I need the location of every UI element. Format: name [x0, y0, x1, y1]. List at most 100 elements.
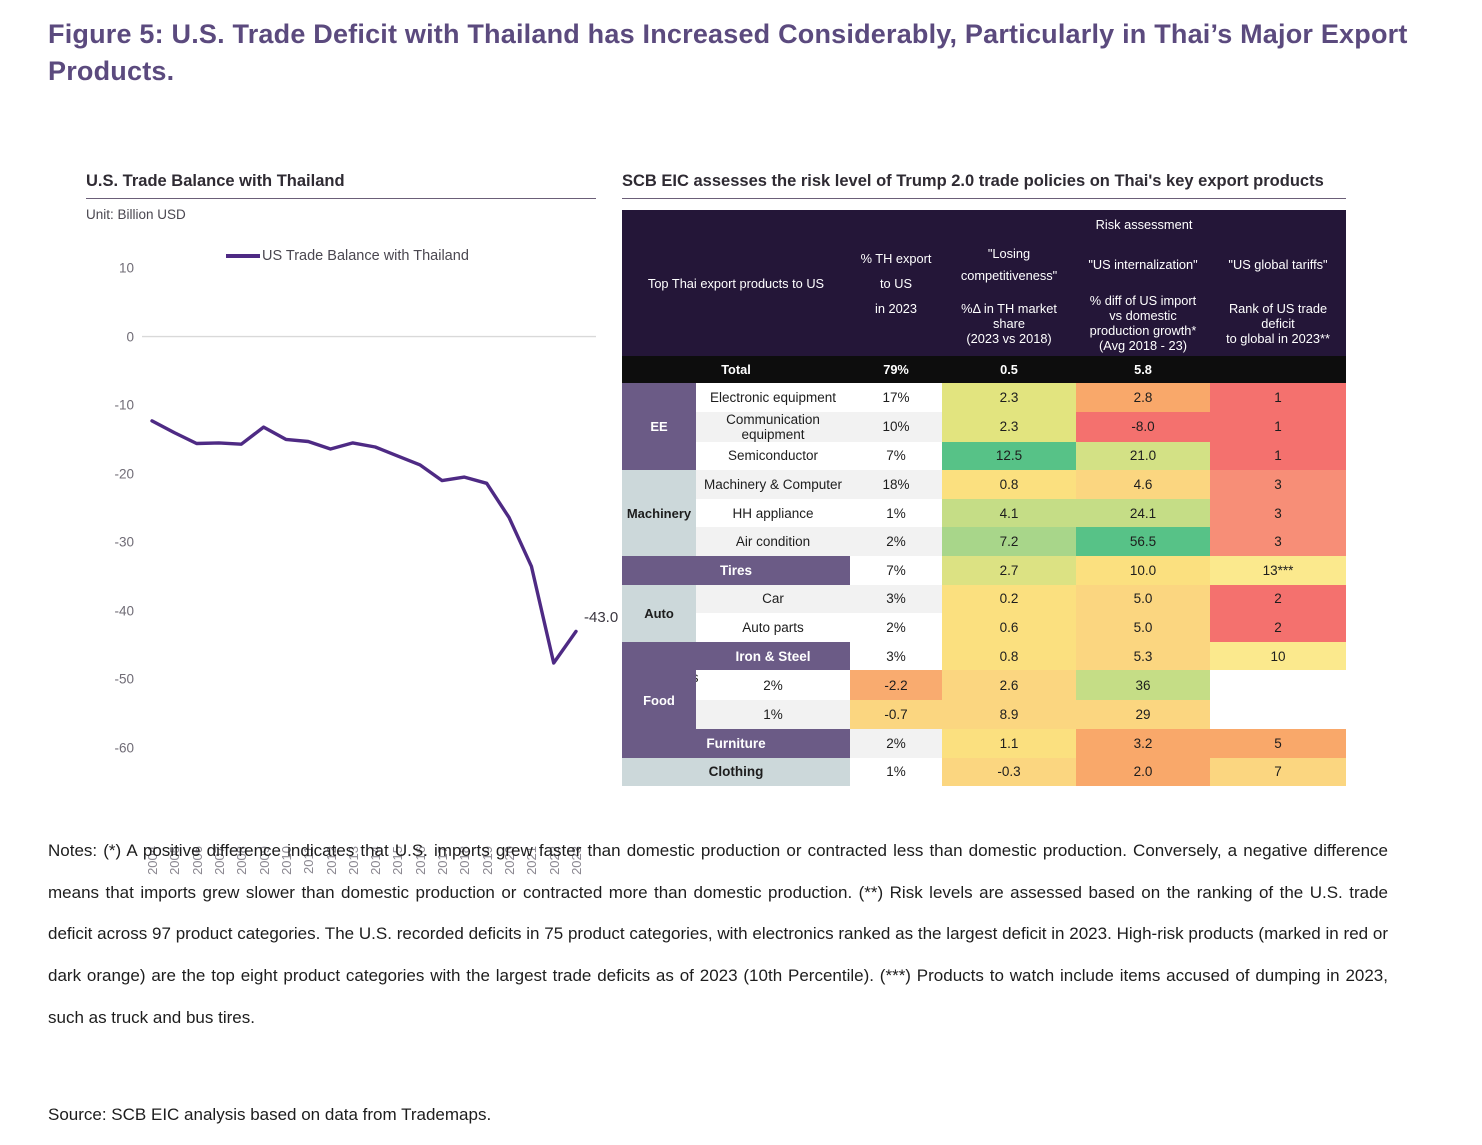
losing-competitiveness-value: 0.8 — [942, 641, 1077, 671]
y-axis-tick--50: -50 — [114, 671, 134, 687]
losing-competitiveness-value: -2.2 — [850, 670, 943, 701]
us-global-tariffs-value: 3 — [1210, 498, 1347, 528]
header-tariffs-desc: Rank of US trade deficit to global in 20… — [1210, 290, 1347, 356]
y-axis-tick-0: 0 — [126, 329, 134, 345]
legend-swatch-icon — [226, 254, 260, 258]
chart-panel-title: U.S. Trade Balance with Thailand — [86, 172, 345, 190]
us-global-tariffs-value: 2 — [1210, 584, 1347, 614]
export-percent: 7% — [850, 555, 943, 585]
product-name: Tires — [622, 555, 851, 585]
y-axis-tick--20: -20 — [114, 466, 134, 482]
notes-text: Notes: (*) A positive difference indicat… — [48, 841, 1388, 1027]
table-row: HH appliance 1% 4.1 24.1 3 — [622, 498, 1347, 528]
losing-competitiveness-value: -0.3 — [942, 757, 1077, 787]
header-internalization-desc-line1: % diff of US import — [1089, 293, 1197, 308]
page-title: Figure 5: U.S. Trade Deficit with Thaila… — [48, 19, 1408, 87]
us-internalization-value: 2.0 — [1076, 757, 1211, 787]
table-row: Furniture 2% 1.1 3.2 5 — [622, 728, 1347, 758]
export-percent: 2% — [696, 670, 851, 701]
us-global-tariffs-value: 1 — [1210, 411, 1347, 442]
product-name: Auto parts — [696, 613, 851, 642]
us-internalization-value: 8.9 — [942, 700, 1077, 729]
table-row: Auto Car 3% 0.2 5.0 2 — [622, 584, 1347, 642]
total-tariffs — [1210, 356, 1347, 383]
header-risk-assessment: Risk assessment — [942, 210, 1347, 238]
us-internalization-value: 5.0 — [1076, 613, 1211, 642]
table-row: Iron & Steel 3% 0.8 5.3 10 — [622, 641, 1347, 671]
header-us-global-tariffs: "US global tariffs" — [1210, 238, 1347, 290]
export-percent: 18% — [850, 470, 943, 499]
us-global-tariffs-value: 3 — [1210, 470, 1347, 499]
chart-plot-wrapper: 10 0 -10 -20 -30 -40 -50 -60 -43.0 2004 2005 2006… — [86, 261, 618, 875]
line-chart-svg — [142, 335, 596, 665]
losing-competitiveness-value: 0.8 — [942, 470, 1077, 499]
table-header: Top Thai export products to US % TH expo… — [622, 210, 1347, 356]
table-row: Tires 7% 2.7 10.0 13*** — [622, 555, 1347, 585]
us-internalization-value: 10.0 — [1076, 555, 1211, 585]
header-losing-competitiveness: "Losing competitiveness" — [942, 238, 1077, 290]
table-row: Clothing 1% -0.3 2.0 7 — [622, 757, 1347, 787]
losing-competitiveness-value: 12.5 — [942, 441, 1077, 471]
header-tariffs-desc-line2: deficit — [1261, 315, 1295, 331]
us-internalization-value: 2.8 — [1076, 383, 1211, 412]
header-internalization-desc-line2: vs domestic — [1109, 308, 1177, 323]
us-internalization-value: 2.6 — [942, 670, 1077, 701]
losing-competitiveness-value: 4.1 — [942, 498, 1077, 528]
losing-competitiveness-value: 2.7 — [942, 555, 1077, 585]
export-percent: 3% — [850, 641, 943, 671]
header-export-line3: in 2023 — [875, 300, 917, 316]
table-row: Air condition 2% 7.2 56.5 3 — [622, 527, 1347, 556]
us-internalization-value: 24.1 — [1076, 498, 1211, 528]
us-global-tariffs-value: 3 — [1210, 527, 1347, 556]
export-percent: 2% — [850, 728, 943, 758]
table-row: Semiconductor 7% 12.5 21.0 1 — [622, 441, 1347, 471]
header-internalization-desc-line4: (Avg 2018 - 23) — [1099, 338, 1187, 353]
losing-competitiveness-value: -0.7 — [850, 700, 943, 729]
export-percent: 1% — [850, 498, 943, 528]
us-global-tariffs-value: 10 — [1210, 641, 1347, 671]
table-row: Communication equipment 10% 2.3 -8.0 1 — [622, 411, 1347, 442]
us-global-tariffs-value: 36 — [1076, 670, 1211, 701]
us-global-tariffs-value: 13*** — [1210, 555, 1347, 585]
product-name: Clothing — [622, 757, 851, 787]
header-losing-desc: %Δ in TH market share (2023 vs 2018) — [942, 290, 1077, 356]
header-losing-line2: competitiveness" — [960, 267, 1058, 283]
total-export-pct: 79% — [850, 356, 943, 383]
header-losing-desc-line1: %Δ in TH market — [961, 300, 1057, 316]
export-percent: 2% — [850, 613, 943, 642]
product-name: Air condition — [696, 527, 851, 556]
total-losing: 0.5 — [942, 356, 1077, 383]
total-internalization: 5.8 — [1076, 356, 1211, 383]
export-percent: 2% — [850, 527, 943, 556]
us-internalization-value: 5.3 — [1076, 641, 1211, 671]
product-group-label: Machinery — [622, 470, 696, 556]
table-body: Total 79% 0.5 5.8 EE Electronic equipment… — [622, 356, 1347, 787]
chart-legend: US Trade Balance with Thailand — [226, 248, 469, 264]
product-name: Electronic equipment — [696, 383, 851, 412]
header-internalization-desc: % diff of US import vs domestic producti… — [1076, 290, 1211, 356]
losing-competitiveness-value: 2.3 — [942, 411, 1077, 442]
header-losing-line1: "Losing — [987, 245, 1031, 261]
y-axis-tick-10: 10 — [118, 260, 134, 276]
us-internalization-value: 4.6 — [1076, 470, 1211, 499]
table-row: EE Electronic equipment 17% 2.3 2.8 1 — [622, 383, 1347, 471]
legend-label: US Trade Balance with Thailand — [262, 248, 469, 264]
chart-end-value-label: -43.0 — [584, 609, 619, 627]
y-axis-labels: 10 0 -10 -20 -30 -40 -50 -60 — [86, 261, 134, 756]
header-losing-desc-line2: share — [993, 315, 1026, 331]
table-row: Machinery Machinery & Computer 18% 0.8 4.6 3 — [622, 470, 1347, 556]
us-internalization-value: 21.0 — [1076, 441, 1211, 471]
y-axis-tick--60: -60 — [114, 740, 134, 756]
losing-competitiveness-value: 7.2 — [942, 527, 1077, 556]
us-global-tariffs-value: 7 — [1210, 757, 1347, 787]
header-tariffs-desc-line1: Rank of US trade — [1228, 300, 1328, 316]
product-group-label: EE — [622, 383, 696, 471]
table-row-total: Total 79% 0.5 5.8 — [622, 356, 1347, 383]
trade-balance-chart-panel: U.S. Trade Balance with Thailand Unit: B… — [86, 172, 618, 875]
header-us-internalization: "US internalization" — [1076, 238, 1211, 290]
chart-unit-label: Unit: Billion USD — [86, 207, 186, 222]
total-label: Total — [622, 356, 851, 383]
y-axis-tick--40: -40 — [114, 603, 134, 619]
export-percent: 1% — [696, 700, 851, 729]
risk-assessment-table: Top Thai export products to US % TH expo… — [622, 210, 1347, 787]
